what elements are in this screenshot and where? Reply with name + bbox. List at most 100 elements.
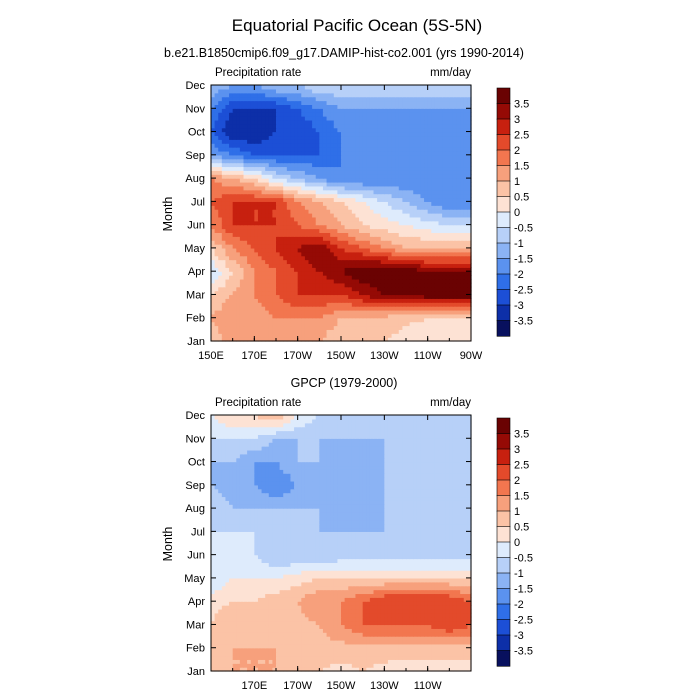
panel-model-heatmap-cell [460,143,465,148]
panel-model-heatmap-cell [373,162,378,168]
panel-model-heatmap-cell [286,244,292,249]
panel-model-heatmap-cell [294,294,299,299]
panel-model-heatmap-cell [366,337,371,342]
panel-model-heatmap-cell [341,271,346,276]
panel-model-heatmap-cell [247,213,252,218]
panel-model-heatmap-cell [250,286,255,292]
panel-model-heatmap-cell [261,275,266,280]
panel-model-heatmap-cell [445,166,450,171]
panel-model-heatmap-cell [326,154,331,160]
panel-model-heatmap-cell [416,329,422,334]
panel-model-heatmap-cell [290,294,295,299]
panel-model-heatmap-cell [460,294,465,299]
panel-model-heatmap-cell [236,197,241,202]
panel-model-heatmap-cell [286,104,292,109]
panel-model-heatmap-cell [304,286,310,292]
panel-model-heatmap-cell [247,154,252,160]
panel-model-heatmap-cell [218,104,223,109]
panel-model-heatmap-cell [377,170,382,175]
panel-model-heatmap-cell [456,143,461,148]
panel-model-colorbar-box [496,289,511,306]
panel-model-heatmap-cell [467,220,472,226]
panel-model-heatmap-cell [272,174,277,179]
panel-model-heatmap-cell [387,201,393,206]
panel-model-heatmap-cell [261,189,266,195]
panel-obs-heatmap-cell [416,663,422,668]
panel-model-heatmap-cell [337,85,342,90]
panel-model-heatmap-cell [409,224,414,230]
panel-model-heatmap-cell [297,166,302,171]
panel-model-heatmap-cell [214,313,219,319]
panel-model-heatmap-cell [452,197,458,202]
panel-model-heatmap-cell [460,267,465,272]
panel-model-heatmap-cell [272,201,277,206]
panel-model-heatmap-cell [398,213,403,218]
panel-model-heatmap-cell [330,96,335,102]
panel-model-heatmap-cell [341,251,346,257]
panel-model-heatmap-cell [409,154,414,160]
panel-model-heatmap-cell [452,309,458,315]
panel-model-heatmap-cell [308,193,313,199]
panel-model-heatmap-cell [359,189,364,195]
panel-model-heatmap-cell [322,100,328,105]
panel-model-heatmap-cell [456,100,461,105]
panel-model-heatmap-cell [304,205,310,210]
panel-model-heatmap-cell [261,313,266,319]
panel-model-heatmap-cell [369,143,375,148]
panel-model-heatmap-cell [276,259,281,265]
panel-model-heatmap-cell [406,244,411,249]
panel-model-heatmap-cell [218,100,223,105]
panel-model-heatmap-cell [460,123,465,129]
panel-model-heatmap-cell [456,224,461,230]
panel-model-heatmap-cell [395,309,400,315]
panel-model-heatmap-cell [391,224,396,230]
panel-model-heatmap-cell [420,170,425,175]
panel-model-heatmap-cell [279,147,284,152]
panel-model-heatmap-cell [359,275,364,280]
panel-model-heatmap-cell [366,216,371,222]
panel-model-heatmap-cell [312,251,317,257]
panel-model-heatmap-cell [341,213,346,218]
panel-model-heatmap-cell [211,143,216,148]
panel-model-heatmap-cell [308,112,313,117]
panel-model-heatmap-cell [402,131,407,137]
panel-model-heatmap-cell [427,116,432,121]
panel-model-heatmap-cell [445,88,450,94]
panel-model-heatmap-cell [257,294,263,299]
panel-model-heatmap-cell [279,197,284,202]
panel-model-heatmap-cell [348,325,353,330]
panel-model-heatmap-cell [351,112,357,117]
panel-model-heatmap-cell [322,228,328,233]
panel-model-heatmap-cell [442,131,447,137]
panel-model-heatmap-cell [460,85,465,90]
panel-model-heatmap-cell [431,282,436,288]
panel-model-heatmap-cell [402,244,407,249]
panel-model-x-tick-label: 90W [460,350,483,362]
panel-model-heatmap-cell [218,150,223,156]
panel-model-heatmap-cell [369,85,375,90]
panel-model-heatmap-cell [416,185,422,191]
panel-model-heatmap-cell [460,162,465,168]
panel-model-heatmap-cell [362,302,367,307]
panel-model-heatmap-cell [243,96,248,102]
panel-model-heatmap-cell [463,162,468,168]
panel-model-heatmap-cell [211,150,216,156]
panel-model-heatmap-cell [398,135,403,140]
panel-model-heatmap-cell [366,197,371,202]
panel-model-heatmap-cell [254,333,259,338]
panel-model-heatmap-cell [463,337,468,342]
panel-model-heatmap-cell [463,286,468,292]
panel-model-heatmap-cell [247,294,252,299]
panel-model-heatmap-cell [395,189,400,195]
panel-model-heatmap-cell [283,337,288,342]
panel-model-heatmap-cell [229,247,234,253]
panel-model-heatmap-cell [351,309,357,315]
panel-model-heatmap-cell [384,244,389,249]
panel-model-heatmap-cell [247,325,252,330]
panel-model-heatmap-cell [218,317,223,323]
panel-model-heatmap-cell [416,158,422,164]
panel-model-heatmap-cell [290,333,295,338]
panel-model-heatmap-cell [456,240,461,245]
panel-model-heatmap-cell [438,267,443,272]
panel-model-heatmap-cell [236,209,241,214]
